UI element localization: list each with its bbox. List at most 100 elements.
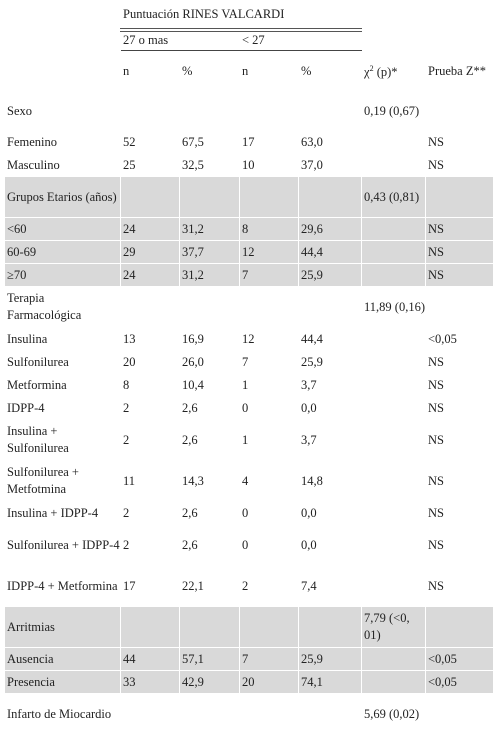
- header-row-1: Puntuación RINES VALCARDI: [4, 5, 494, 32]
- table-row: <60 24 31,2 8 29,6 NS: [4, 217, 494, 241]
- z-test-value: <0,05: [425, 327, 494, 351]
- table-row: Sexo 0,19 (0,67): [4, 91, 494, 131]
- n-under-27: [239, 606, 299, 648]
- pct-under-27: [298, 91, 362, 131]
- table-row: Insulina + Sulfonilurea 2 2,6 1 3,7 NS: [4, 419, 494, 461]
- z-test-value: NS: [425, 565, 494, 607]
- pct-27-or-more: 37,7: [179, 240, 240, 264]
- z-test-value: [425, 286, 494, 328]
- chi-square-value: 0,43 (0,81): [361, 176, 426, 218]
- header-corner: [4, 50, 121, 92]
- row-label: Insulina: [4, 327, 121, 351]
- pct-27-or-more: 14,3: [179, 460, 240, 502]
- n-27-or-more: 44: [120, 647, 180, 671]
- pct-under-27: 29,6: [298, 217, 362, 241]
- chi-square-value: [361, 350, 426, 374]
- group-title: Puntuación RINES VALCARDI: [120, 5, 362, 32]
- n-under-27: 2: [239, 565, 299, 607]
- col-pct-1: %: [179, 50, 240, 92]
- n-27-or-more: 8: [120, 373, 180, 397]
- row-label: Arritmias: [4, 606, 121, 648]
- n-27-or-more: 20: [120, 350, 180, 374]
- z-test-value: NS: [425, 240, 494, 264]
- subgroup-under-27: < 27: [239, 29, 362, 51]
- pct-under-27: [298, 693, 362, 735]
- n-27-or-more: 2: [120, 396, 180, 420]
- z-test-value: [425, 91, 494, 131]
- n-under-27: 17: [239, 130, 299, 154]
- n-under-27: 7: [239, 263, 299, 287]
- pct-under-27: 0,0: [298, 396, 362, 420]
- pct-27-or-more: 57,1: [179, 647, 240, 671]
- z-test-value: NS: [425, 217, 494, 241]
- pct-under-27: 25,9: [298, 350, 362, 374]
- chi-square-value: [361, 217, 426, 241]
- pct-27-or-more: 32,5: [179, 153, 240, 177]
- pct-27-or-more: [179, 606, 240, 648]
- pct-under-27: 25,9: [298, 647, 362, 671]
- chi-square-value: 0,19 (0,67): [361, 91, 426, 131]
- n-under-27: [239, 91, 299, 131]
- chi-square-value: [361, 396, 426, 420]
- pct-under-27: 0,0: [298, 524, 362, 566]
- z-test-value: NS: [425, 460, 494, 502]
- z-test-value: [425, 606, 494, 648]
- row-label: Sulfonilurea + Metfotmina: [4, 460, 121, 502]
- pct-under-27: [298, 286, 362, 328]
- pct-27-or-more: 2,6: [179, 396, 240, 420]
- z-test-value: <0,05: [425, 647, 494, 671]
- header-blank: [361, 5, 426, 31]
- z-test-value: NS: [425, 501, 494, 525]
- n-under-27: 1: [239, 373, 299, 397]
- header-row-3: n % n % χ2 (p)* Prueba Z**: [4, 50, 494, 92]
- row-label: Ausencia: [4, 647, 121, 671]
- pct-under-27: 25,9: [298, 263, 362, 287]
- table-row: Ausencia 44 57,1 7 25,9 <0,05: [4, 647, 494, 671]
- row-label: Sexo: [4, 91, 121, 131]
- n-27-or-more: [120, 176, 180, 218]
- pct-under-27: 74,1: [298, 670, 362, 694]
- n-27-or-more: [120, 693, 180, 735]
- n-under-27: 8: [239, 217, 299, 241]
- pct-under-27: 0,0: [298, 501, 362, 525]
- pct-27-or-more: 67,5: [179, 130, 240, 154]
- chi-square-value: 5,69 (0,02): [361, 693, 426, 735]
- n-27-or-more: [120, 606, 180, 648]
- table-row: Sulfonilurea + Metfotmina 11 14,3 4 14,8 NS: [4, 460, 494, 502]
- table-row: IDPP-4 2 2,6 0 0,0 NS: [4, 396, 494, 420]
- row-label: Presencia: [4, 670, 121, 694]
- table-row: IDPP-4 + Metformina 17 22,1 2 7,4 NS: [4, 565, 494, 607]
- n-27-or-more: 2: [120, 524, 180, 566]
- pct-under-27: [298, 606, 362, 648]
- chi-square-value: [361, 263, 426, 287]
- n-27-or-more: 24: [120, 263, 180, 287]
- n-under-27: 1: [239, 419, 299, 461]
- chi-square-value: [361, 419, 426, 461]
- pct-27-or-more: 2,6: [179, 501, 240, 525]
- n-27-or-more: 25: [120, 153, 180, 177]
- pct-under-27: 44,4: [298, 327, 362, 351]
- results-table: Puntuación RINES VALCARDI 27 o mas < 27 …: [4, 5, 494, 735]
- row-label: Metformina: [4, 373, 121, 397]
- row-label: Grupos Etarios (años): [4, 176, 121, 218]
- row-label: Femenino: [4, 130, 121, 154]
- pct-under-27: 63,0: [298, 130, 362, 154]
- z-test-value: [425, 176, 494, 218]
- row-label: Insulina + Sulfonilurea: [4, 419, 121, 461]
- pct-under-27: 7,4: [298, 565, 362, 607]
- chi-square-value: [361, 460, 426, 502]
- chi-square-value: 11,89 (0,16): [361, 286, 426, 328]
- chi-square-value: [361, 565, 426, 607]
- chi-square-value: [361, 501, 426, 525]
- z-test-value: NS: [425, 524, 494, 566]
- row-label: IDPP-4: [4, 396, 121, 420]
- col-n-1: n: [120, 50, 180, 92]
- pct-27-or-more: [179, 286, 240, 328]
- chi-square-value: [361, 130, 426, 154]
- header-row-2: 27 o mas < 27: [4, 29, 494, 51]
- n-under-27: 0: [239, 396, 299, 420]
- row-label: Infarto de Miocardio: [4, 693, 121, 735]
- chi-square-value: 7,79 (<0, 01): [361, 606, 426, 648]
- chi-square-value: [361, 153, 426, 177]
